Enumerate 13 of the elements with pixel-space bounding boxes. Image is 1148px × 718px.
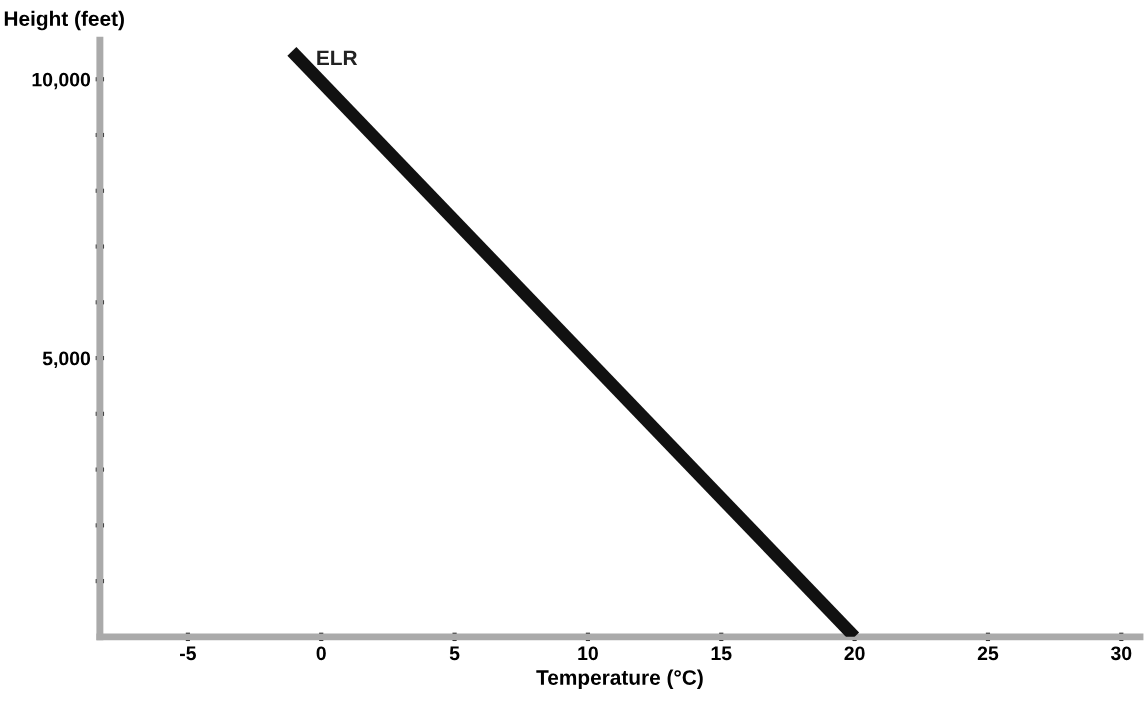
x-tick-label: 5 — [449, 646, 460, 661]
y-tick-label: 10,000 — [32, 72, 91, 90]
x-tick-label: 15 — [711, 646, 732, 661]
x-tick-label: -5 — [180, 646, 196, 661]
series-label: ELR — [317, 50, 358, 66]
y-axis-title: Height (feet) — [4, 10, 124, 31]
x-tick-label: 25 — [977, 646, 999, 661]
x-tick-label: 0 — [316, 646, 326, 661]
x-tick-label: 20 — [844, 646, 865, 661]
y-tick-label: 5,000 — [42, 351, 91, 369]
x-axis-title: Temperature (°C) — [536, 669, 703, 689]
x-tick-label: 30 — [1110, 646, 1132, 661]
x-tick-label: 10 — [578, 646, 598, 661]
